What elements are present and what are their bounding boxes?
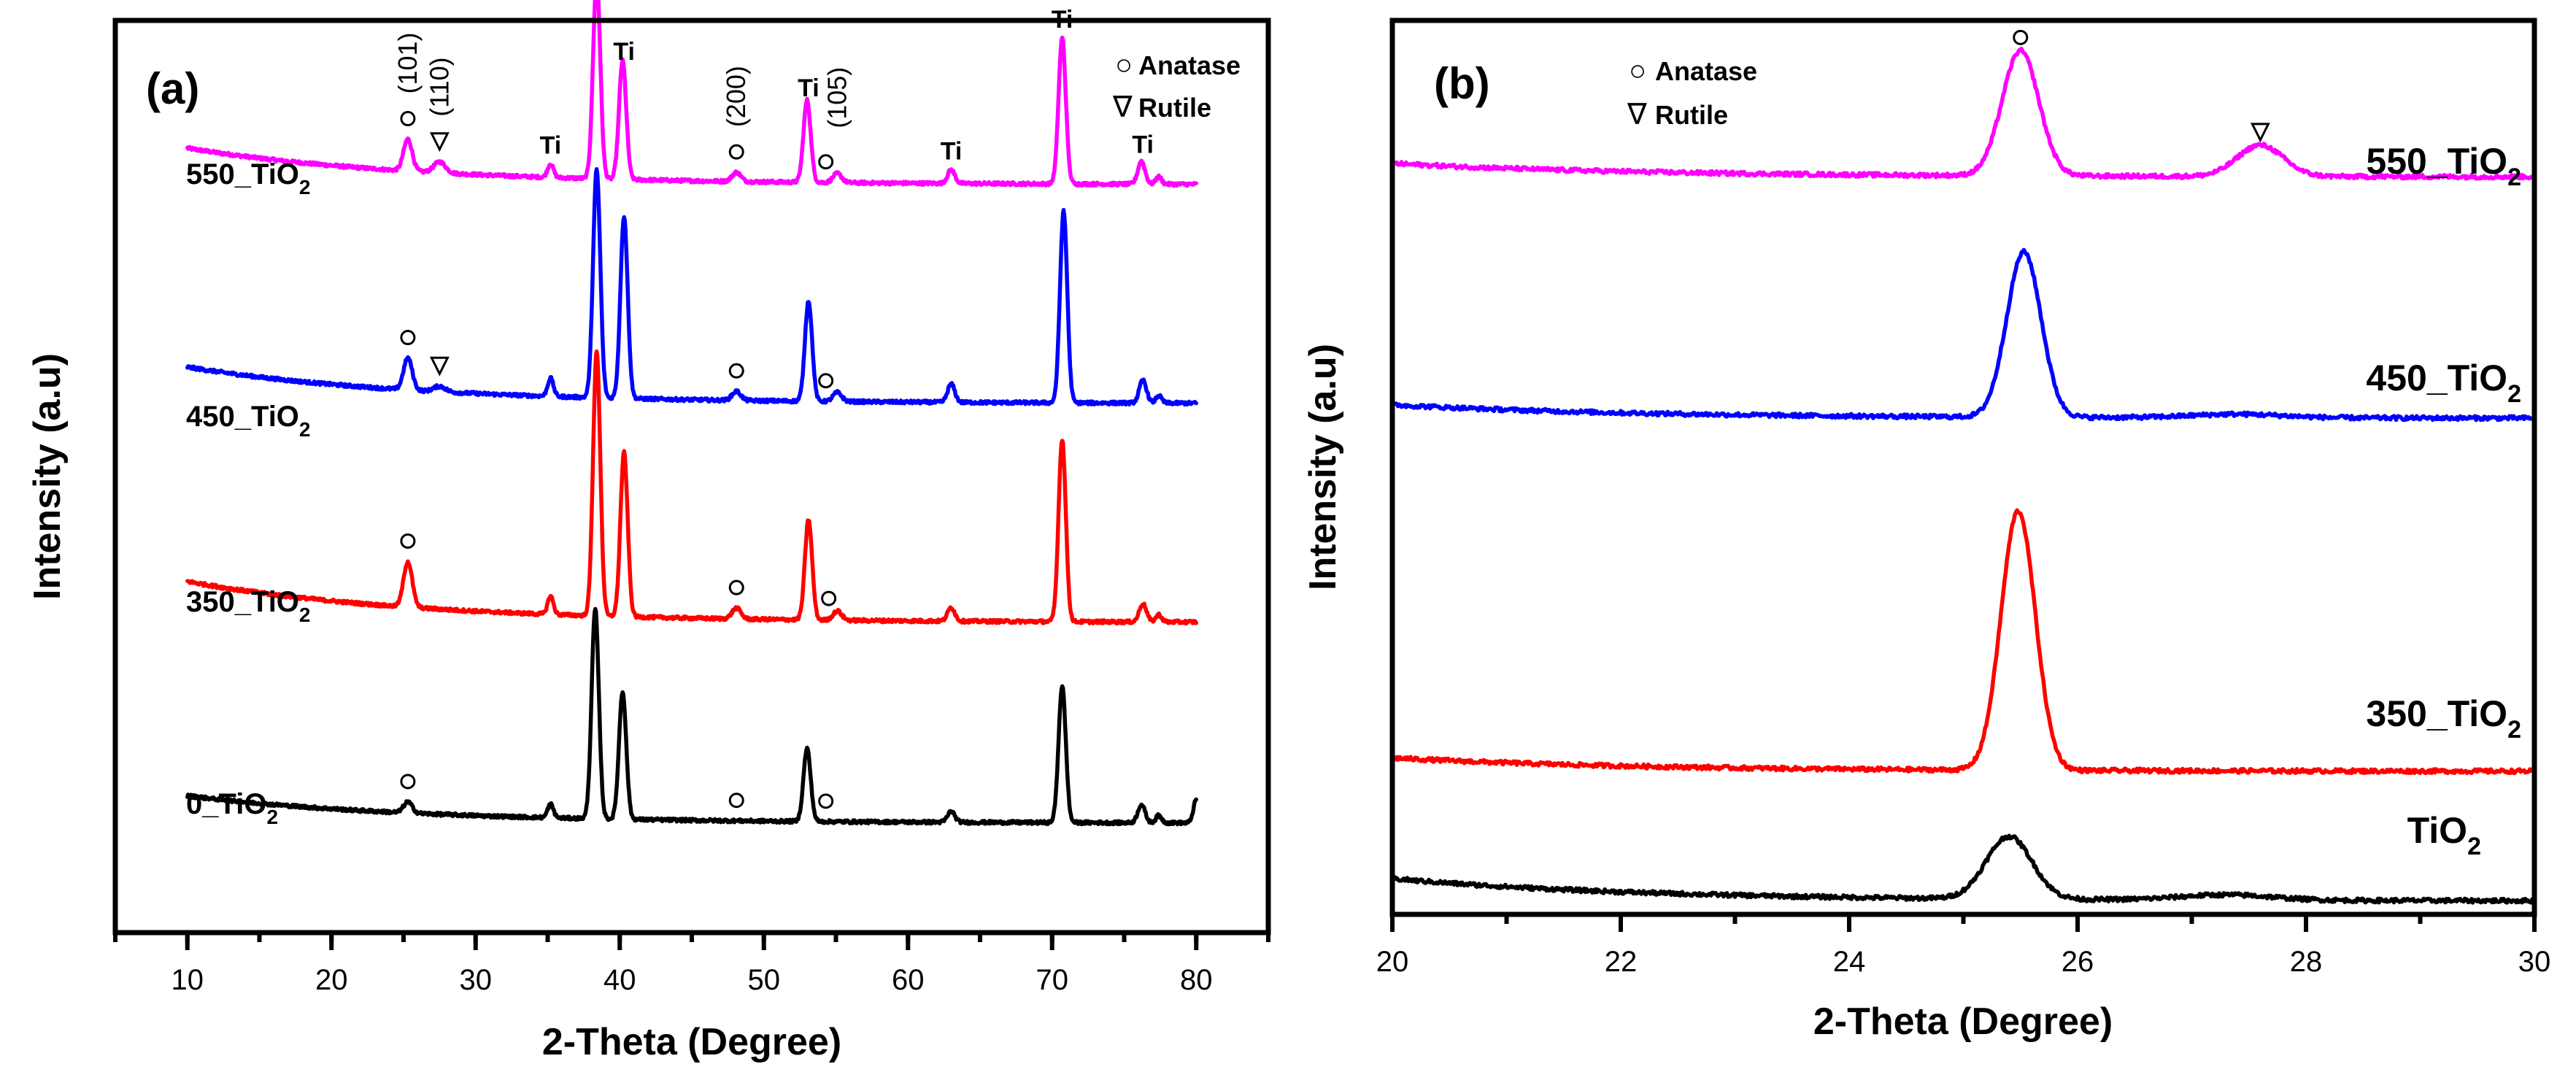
x-tick-label: 80 [1180, 964, 1213, 996]
anatase-marker [400, 111, 416, 127]
legend-rutile-symbol: ∇ [1627, 99, 1647, 131]
anatase-marker [400, 330, 416, 346]
x-tick-label: 30 [2518, 946, 2551, 978]
series-label-450: 450_TiO2 [186, 401, 311, 441]
panel-b-series-labels: 550_TiO2 450_TiO2 350_TiO2 TiO2 [2366, 141, 2521, 860]
panel-b-phase-markers [2013, 29, 2270, 143]
legend-rutile-label: Rutile [1138, 93, 1211, 123]
miller-index-label: (101) [393, 33, 423, 94]
series-line-550_tio2 [185, 0, 1198, 188]
panel-a-legend: ○ Anatase ∇ Rutile [1112, 49, 1241, 123]
series-label-0: 0_TiO2 [186, 788, 278, 828]
ti-peak-label: Ti [540, 131, 562, 159]
x-tick-label: 26 [2062, 946, 2094, 978]
panel-a-label: (a) [146, 64, 199, 113]
panel-b-x-axis-title: 2-Theta (Degree) [1813, 1000, 2113, 1043]
x-tick-label: 20 [315, 964, 348, 996]
series-line-tio2 [1390, 833, 2537, 905]
anatase-marker [818, 373, 834, 389]
series-label-450: 450_TiO2 [2366, 358, 2521, 408]
legend-rutile-label: Rutile [1655, 100, 1728, 130]
x-tick-label: 50 [748, 964, 781, 996]
panel-b-frame [1389, 18, 2537, 917]
miller-index-label: (105) [822, 67, 852, 128]
panel-b-traces [1390, 47, 2537, 905]
panel-b-legend: ○ Anatase ∇ Rutile [1627, 55, 1757, 131]
panel-a-phase-markers [400, 111, 837, 809]
x-tick-label: 70 [1036, 964, 1069, 996]
rutile-marker [429, 356, 450, 377]
anatase-marker [818, 793, 834, 809]
panel-a-ti-labels: TiTiTiTiTiTiTi [540, 6, 1154, 166]
series-line-350_tio2 [1390, 508, 2537, 776]
anatase-marker [728, 363, 744, 379]
panel-a: TiTiTiTiTiTiTi (101)(110)(200)(105) 1020… [26, 0, 1271, 1063]
x-tick-label: 40 [603, 964, 636, 996]
series-line-450_tio2 [185, 166, 1198, 407]
panel-a-x-axis-title: 2-Theta (Degree) [542, 1021, 841, 1063]
legend-anatase-symbol: ○ [1115, 49, 1133, 81]
panel-b-label: (b) [1434, 59, 1490, 108]
x-tick-label: 20 [1376, 946, 1409, 978]
rutile-marker [2250, 123, 2270, 143]
rutile-marker [429, 132, 450, 153]
anatase-marker [400, 533, 416, 549]
miller-index-label: (200) [721, 66, 751, 127]
series-line-550_tio2 [1390, 47, 2537, 181]
series-label-350: 350_TiO2 [2366, 693, 2521, 744]
series-label-tio2: TiO2 [2407, 810, 2481, 860]
anatase-marker [728, 793, 744, 809]
panel-a-hkl-labels: (101) (110) (200) (105) [393, 33, 852, 128]
miller-index-label: (110) [424, 57, 454, 116]
ti-peak-label: Ti [941, 138, 963, 166]
legend-anatase-label: Anatase [1655, 56, 1757, 86]
anatase-marker [821, 590, 837, 606]
series-label-550: 550_TiO2 [2366, 141, 2521, 191]
panel-a-series-labels: 550_TiO2 450_TiO2 350_TiO2 0_TiO2 [186, 158, 311, 828]
panel-b: 20 22 24 26 28 30 (b) ○ Anatase ∇ Rutile 550_… [1302, 18, 2551, 1043]
x-tick-label: 30 [460, 964, 493, 996]
anatase-marker [400, 774, 416, 790]
legend-anatase-symbol: ○ [1629, 55, 1646, 87]
ti-peak-label: Ti [613, 38, 635, 66]
series-line-0_tio2 [185, 606, 1198, 827]
x-tick-label: 10 [171, 964, 204, 996]
series-label-350: 350_TiO2 [186, 586, 311, 626]
legend-rutile-symbol: ∇ [1112, 91, 1133, 123]
panel-a-x-axis-ticks: 10 20 30 40 50 60 70 80 [113, 933, 1270, 996]
x-tick-label: 60 [892, 964, 925, 996]
ti-peak-label: Ti [1132, 131, 1154, 158]
anatase-marker [728, 144, 744, 160]
panel-a-y-axis-title: Intensity (a.u) [26, 353, 69, 600]
series-line-350_tio2 [185, 349, 1198, 626]
anatase-marker [728, 579, 744, 595]
series-line-450_tio2 [1390, 247, 2537, 423]
series-label-550: 550_TiO2 [186, 158, 311, 198]
anatase-marker [2013, 29, 2029, 45]
x-tick-label: 28 [2290, 946, 2323, 978]
panel-a-frame [112, 18, 1271, 936]
legend-anatase-label: Anatase [1138, 50, 1241, 80]
anatase-marker [818, 154, 834, 170]
panel-b-y-axis-title: Intensity (a.u) [1302, 344, 1344, 590]
x-tick-label: 22 [1605, 946, 1638, 978]
panel-a-traces [185, 0, 1198, 827]
ti-peak-label: Ti [798, 74, 820, 102]
x-tick-label: 24 [1833, 946, 1866, 978]
